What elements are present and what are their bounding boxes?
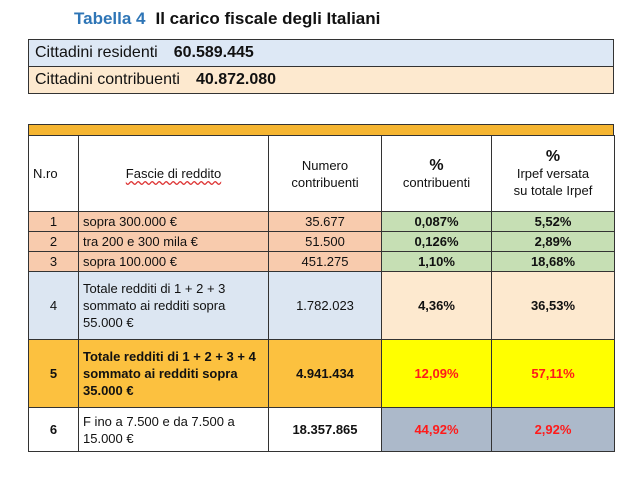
cell-pct-contribuenti: 1,10% [381,251,492,272]
cell-pct-irpef: 2,92% [491,407,615,452]
header-numero: Numero contribuenti [268,135,382,212]
cell-nro: 3 [28,251,79,272]
cell-fascia: F ino a 7.500 e da 7.500 a 15.000 € [78,407,269,452]
header-row: N.ro Fascie di reddito Numero contribuen… [28,135,615,212]
summary-label: Cittadini contribuenti [35,71,180,88]
header-numero-line1: Numero [301,157,349,173]
cell-fascia: tra 200 e 300 mila € [78,231,269,252]
table-row: 5 Totale redditi di 1 + 2 + 3 + 4 sommat… [28,339,615,408]
cell-pct-contribuenti: 12,09% [381,339,492,408]
header-pct-symbol: % [545,148,561,165]
cell-fascia: sopra 100.000 € [78,251,269,272]
header-pct-irpef-line2: su totale Irpef [513,183,593,198]
cell-numero: 451.275 [268,251,382,272]
cell-nro: 5 [28,339,79,408]
cell-nro: 1 [28,211,79,232]
cell-numero: 18.357.865 [268,407,382,452]
cell-fascia: Totale redditi di 1 + 2 + 3 + 4 sommato … [78,339,269,408]
cell-pct-contribuenti: 0,087% [381,211,492,232]
cell-nro: 6 [28,407,79,452]
cell-nro: 4 [28,271,79,340]
header-pct-label: contribuenti [402,174,471,190]
header-pct-symbol: % [429,156,444,174]
table-row: 1 sopra 300.000 € 35.677 0,087% 5,52% [28,211,615,232]
header-fasce-label: Fascie di reddito [125,166,222,181]
table-row: 3 sopra 100.000 € 451.275 1,10% 18,68% [28,251,615,272]
header-pct-irpef: % Irpef versata su totale Irpef [491,135,615,212]
cell-pct-contribuenti: 0,126% [381,231,492,252]
cell-pct-contribuenti: 4,36% [381,271,492,340]
table-row: 4 Totale redditi di 1 + 2 + 3 sommato ai… [28,271,615,340]
cell-numero: 1.782.023 [268,271,382,340]
cell-numero: 35.677 [268,211,382,232]
header-pct-irpef-line1: Irpef versata [516,166,590,181]
cell-pct-irpef: 18,68% [491,251,615,272]
cell-nro: 2 [28,231,79,252]
orange-header-bar [28,124,614,135]
summary-row-contribuenti: Cittadini contribuenti 40.872.080 [28,66,614,94]
summary-row-residenti: Cittadini residenti 60.589.445 [28,39,614,67]
cell-pct-irpef: 57,11% [491,339,615,408]
cell-numero: 4.941.434 [268,339,382,408]
cell-fascia: Totale redditi di 1 + 2 + 3 sommato ai r… [78,271,269,340]
tax-brackets-table: N.ro Fascie di reddito Numero contribuen… [28,135,615,452]
header-numero-line2: contribuenti [291,174,359,190]
header-nro: N.ro [28,135,79,212]
cell-pct-irpef: 2,89% [491,231,615,252]
table-row: 2 tra 200 e 300 mila € 51.500 0,126% 2,8… [28,231,615,252]
cell-pct-irpef: 36,53% [491,271,615,340]
header-pct-contribuenti: % contribuenti [381,135,492,212]
table-title: Tabella 4 Il carico fiscale degli Italian… [74,9,380,29]
summary-value: 60.589.445 [173,44,254,61]
summary-table: Cittadini residenti 60.589.445 Cittadini … [28,39,614,94]
cell-numero: 51.500 [268,231,382,252]
table-number: Tabella 4 [74,9,146,28]
cell-pct-contribuenti: 44,92% [381,407,492,452]
cell-pct-irpef: 5,52% [491,211,615,232]
table-row: 6 F ino a 7.500 e da 7.500 a 15.000 € 18… [28,407,615,452]
table-caption: Il carico fiscale degli Italiani [155,9,381,28]
cell-fascia: sopra 300.000 € [78,211,269,232]
summary-value: 40.872.080 [195,71,277,88]
summary-label: Cittadini residenti [35,44,158,61]
header-fasce: Fascie di reddito [78,135,269,212]
